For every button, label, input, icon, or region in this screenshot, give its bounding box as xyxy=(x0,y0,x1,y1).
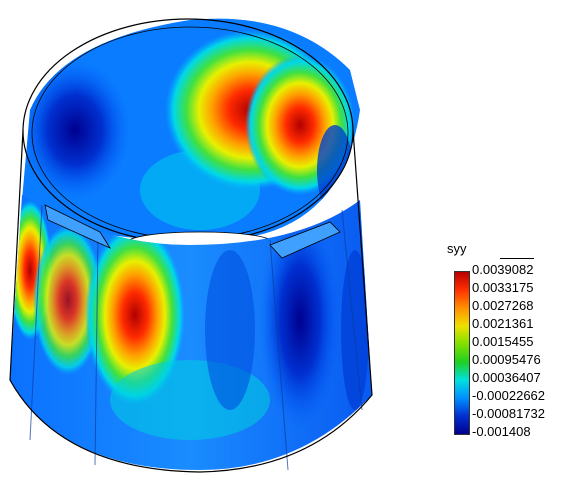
colorbar-tick-label: 0.00095476 xyxy=(472,352,541,367)
colorbar-tick-labels: 0.0039082 0.0033175 0.0027268 0.0021361 0.00… xyxy=(472,262,566,442)
colorbar-tick-label: -0.001408 xyxy=(472,424,531,439)
panel-seams xyxy=(29,204,363,471)
colorbar-tick-label: -0.00081732 xyxy=(472,406,546,421)
stiffener-tabs xyxy=(44,204,341,259)
colorbar-tick-label: 0.0039082 xyxy=(472,262,534,277)
colorbar-tick-label: 0.00036407 xyxy=(472,370,541,385)
colorbar-tick-label: -0.00022662 xyxy=(472,388,546,403)
colorbar-tick-label: 0.0033175 xyxy=(472,280,534,295)
colorbar xyxy=(454,271,470,435)
legend-title: syy xyxy=(447,241,467,256)
colorbar-tick-label: 0.0015455 xyxy=(472,334,534,349)
cylinder-outline xyxy=(9,129,373,473)
colorbar-tick-label: 0.0027268 xyxy=(472,298,534,313)
colorbar-tick-label: 0.0021361 xyxy=(472,316,534,331)
legend-title-rule xyxy=(500,258,534,259)
